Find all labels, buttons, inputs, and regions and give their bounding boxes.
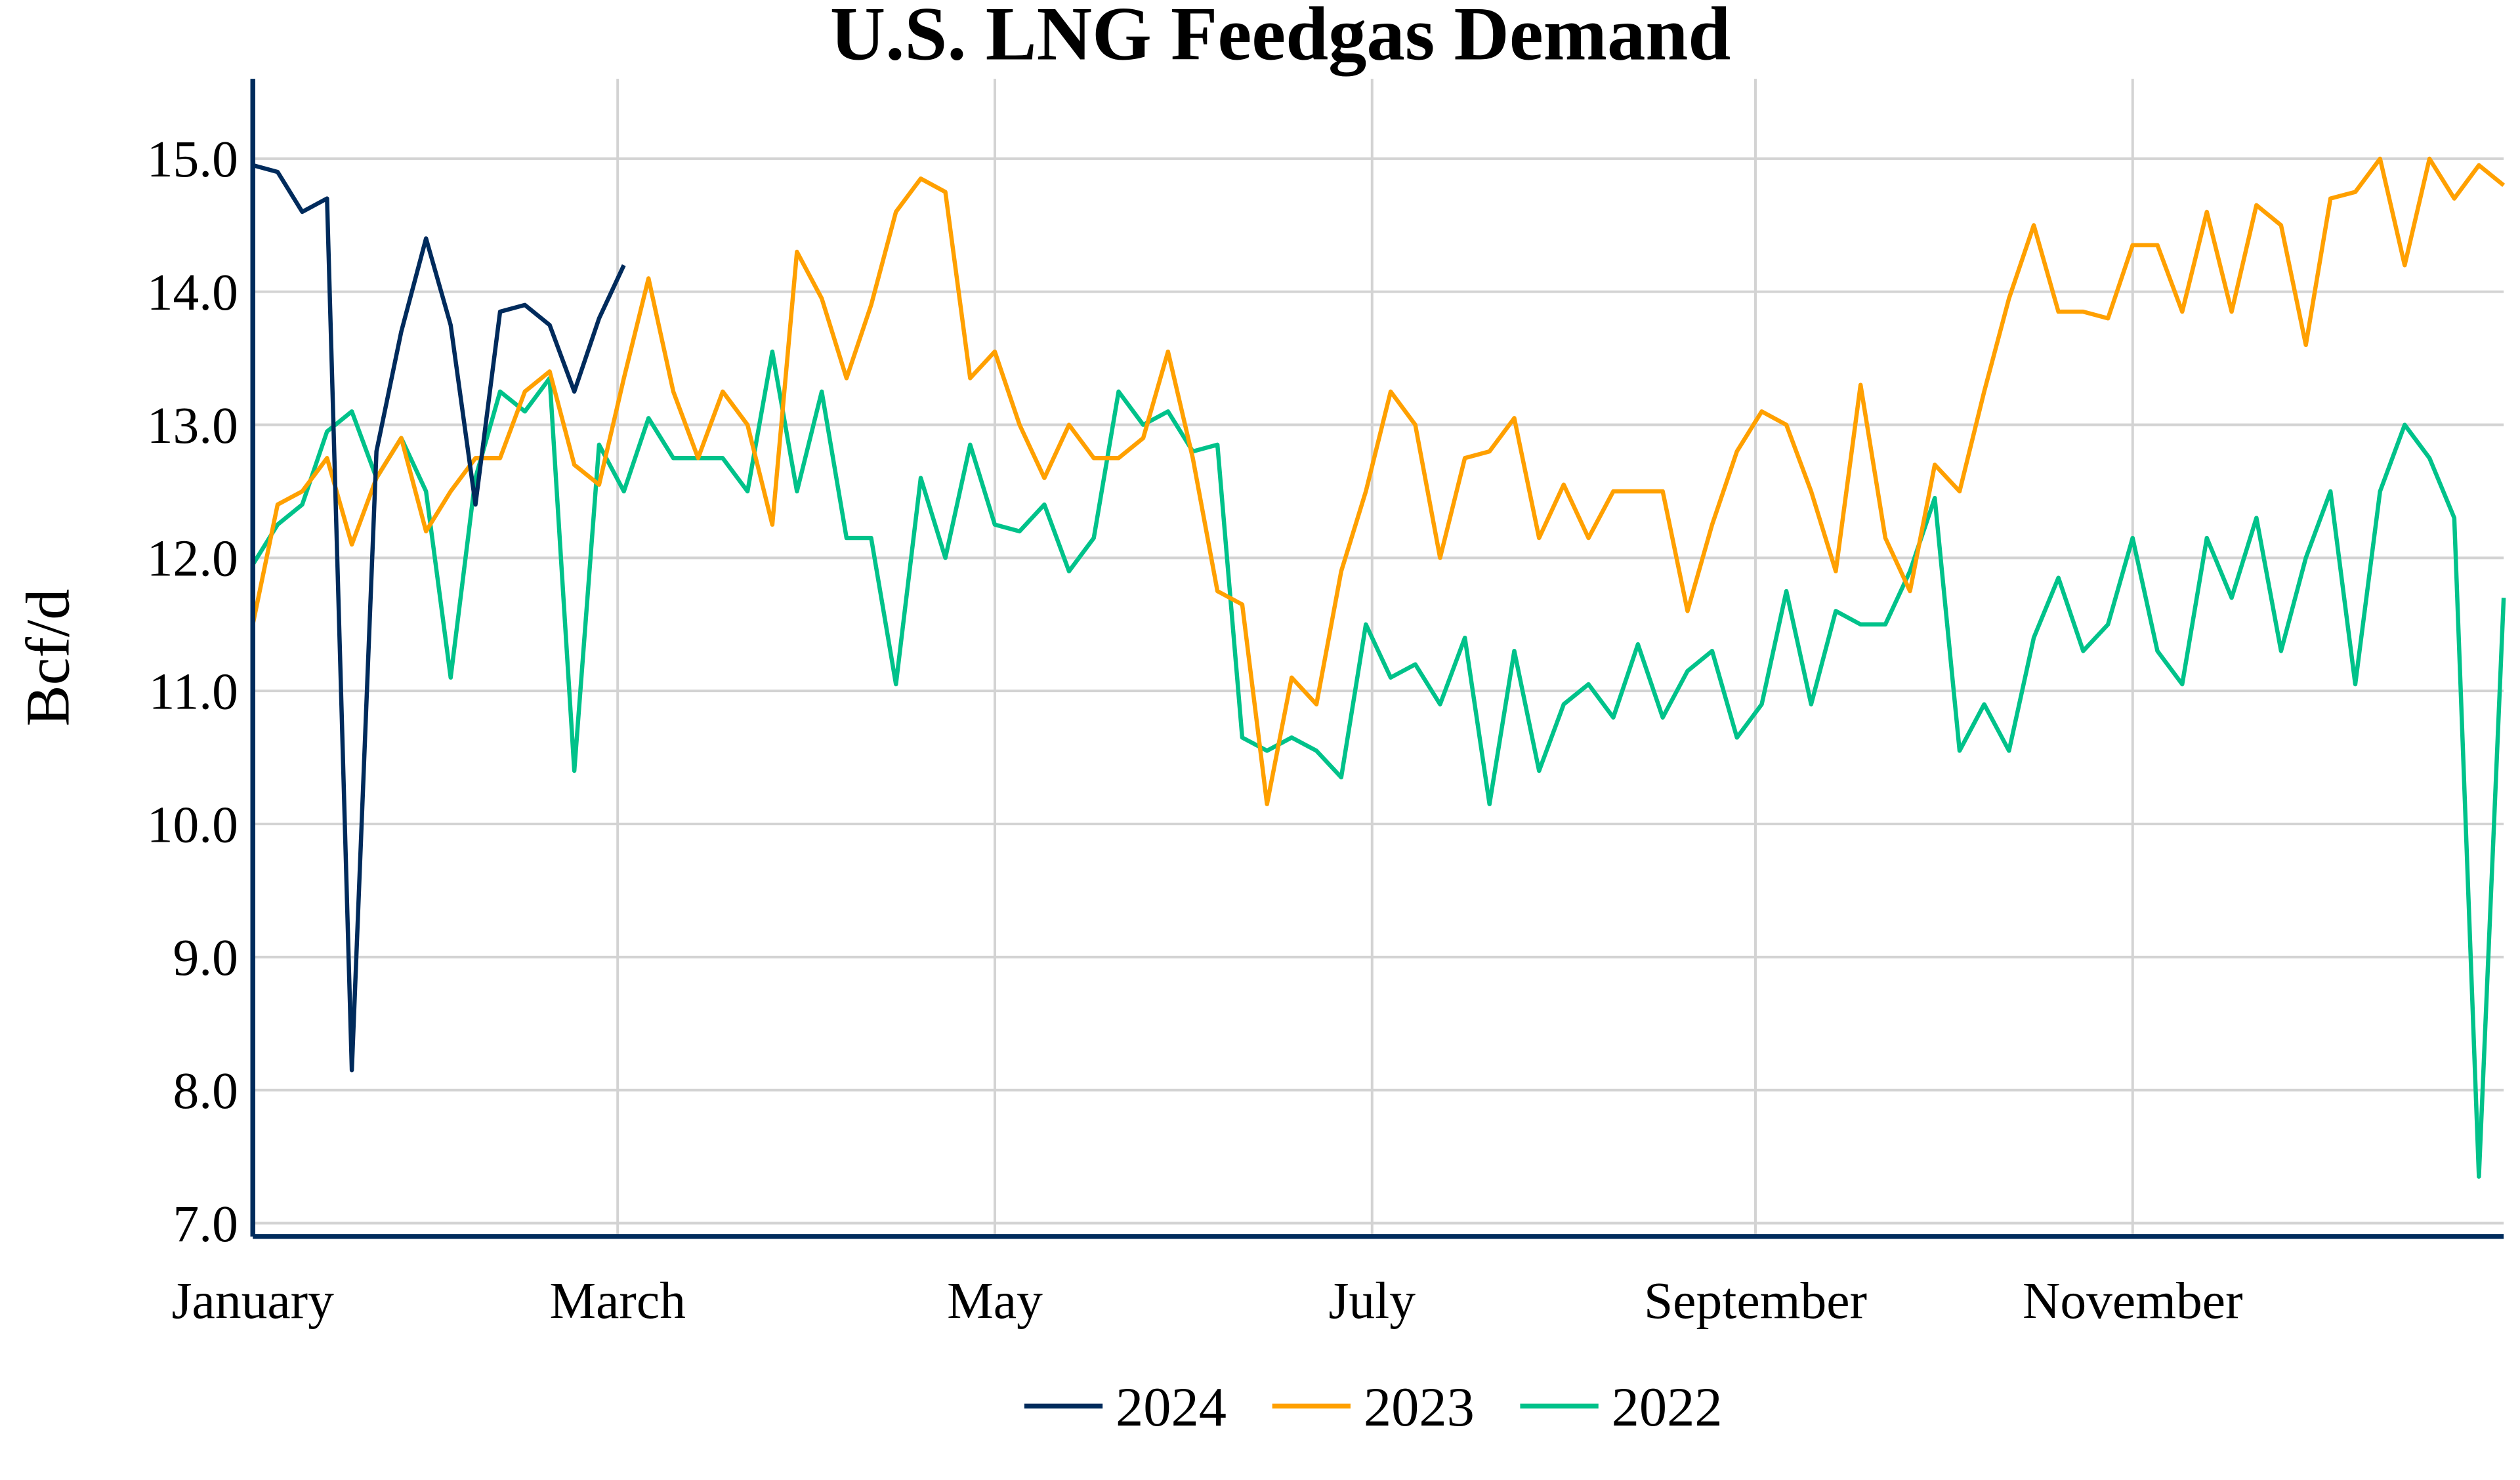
legend-label-2023: 2023: [1364, 1377, 1475, 1438]
y-tick-label: 10.0: [147, 796, 238, 853]
x-tick-label: January: [172, 1272, 335, 1330]
y-tick-label: 15.0: [147, 131, 238, 188]
legend: 2024 2023 2022: [1024, 1377, 1723, 1438]
tick-labels: 7.0 8.0 9.0 10.0 11.0 12.0 13.0 14.0 15.0 January…: [147, 131, 2243, 1330]
axes: [250, 79, 2504, 1239]
y-tick-label: 9.0: [173, 929, 238, 987]
x-tick-label: May: [947, 1272, 1043, 1330]
series-lines: [251, 156, 2506, 1179]
y-tick-label: 11.0: [149, 663, 238, 721]
series-line-2023: [251, 156, 2506, 806]
y-tick-label: 8.0: [173, 1062, 238, 1120]
x-tick-label: March: [549, 1272, 686, 1330]
legend-label-2022: 2022: [1612, 1377, 1723, 1438]
chart-title: U.S. LNG Feedgas Demand: [830, 0, 1731, 76]
y-tick-label: 7.0: [173, 1195, 238, 1253]
x-tick-label: September: [1644, 1272, 1867, 1330]
legend-label-2024: 2024: [1116, 1377, 1227, 1438]
x-tick-label: November: [2023, 1272, 2243, 1330]
gridlines: [253, 79, 2504, 1237]
y-tick-label: 13.0: [147, 397, 238, 455]
y-axis-label: Bcf/d: [14, 589, 82, 727]
series-line-2022: [251, 349, 2506, 1179]
series-line-2024: [252, 163, 626, 1073]
y-tick-label: 12.0: [147, 530, 238, 588]
x-tick-label: July: [1328, 1272, 1416, 1330]
y-tick-label: 14.0: [147, 264, 238, 321]
